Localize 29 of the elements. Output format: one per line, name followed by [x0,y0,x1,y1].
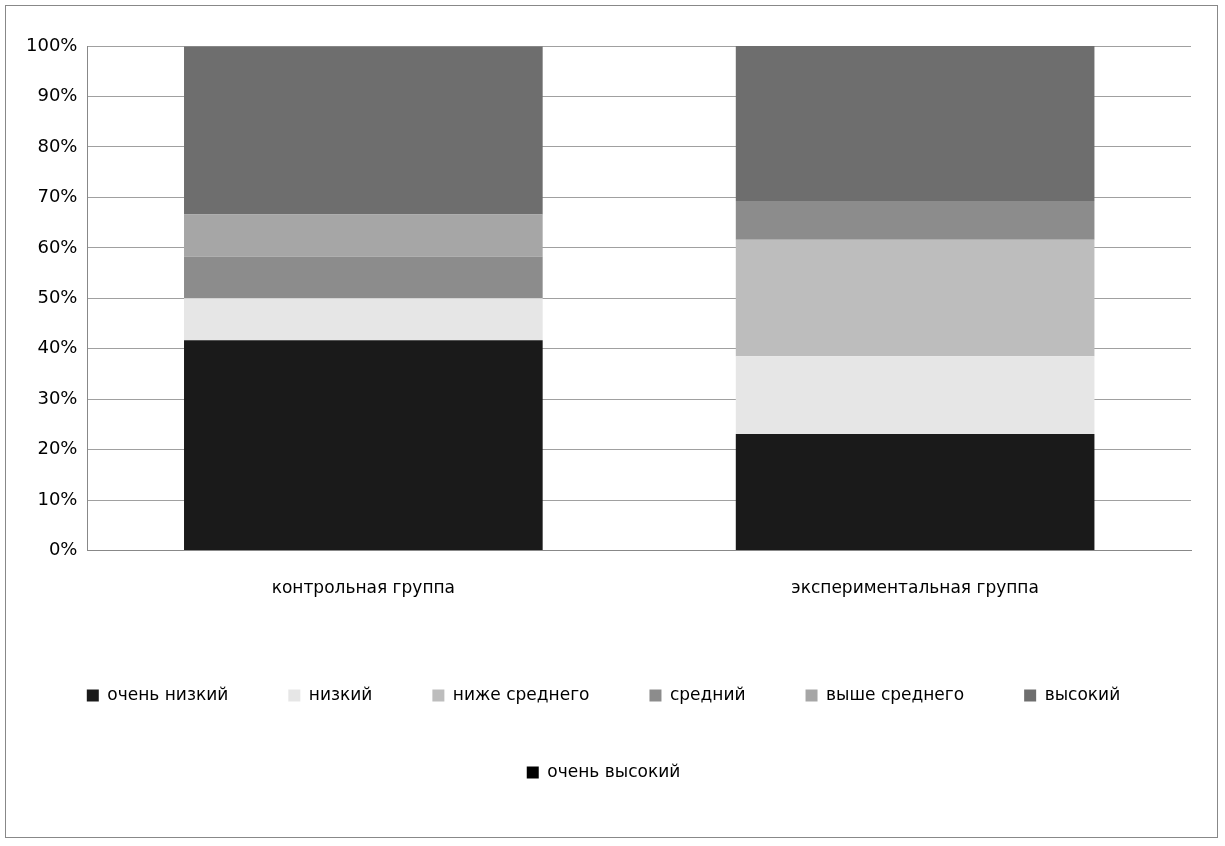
bar [184,340,543,551]
legend-label: высокий [1044,683,1121,704]
y-tick-label: 40% [37,336,78,358]
legend-label: ниже среднего [452,683,590,704]
x-tick-label: экспериментальная группа [791,577,1039,598]
y-tick-label: 50% [37,285,78,307]
y-tick-label: 90% [37,84,78,106]
bar [184,298,543,341]
legend-label: очень низкий [107,683,229,704]
x-tick-label: контрольная группа [271,577,456,598]
y-tick-label: 80% [37,134,78,156]
y-tick-label: 60% [37,235,78,257]
legend-label: низкий [308,683,373,704]
y-tick-label: 70% [37,185,78,207]
bar [735,46,1095,201]
legend-label: очень высокий [547,760,681,781]
legend-label: выше среднего [826,683,965,704]
y-tick-label: 100% [25,33,78,55]
y-tick-label: 10% [37,487,78,509]
bar [184,256,543,299]
bar [735,200,1095,240]
bar [735,434,1095,551]
y-tick-label: 0% [48,538,78,560]
bar [735,356,1095,435]
y-tick-label: 30% [37,386,78,408]
y-tick-label: 20% [37,437,78,459]
bar [184,46,543,215]
bar [735,239,1095,357]
legend-label: средний [669,683,746,704]
